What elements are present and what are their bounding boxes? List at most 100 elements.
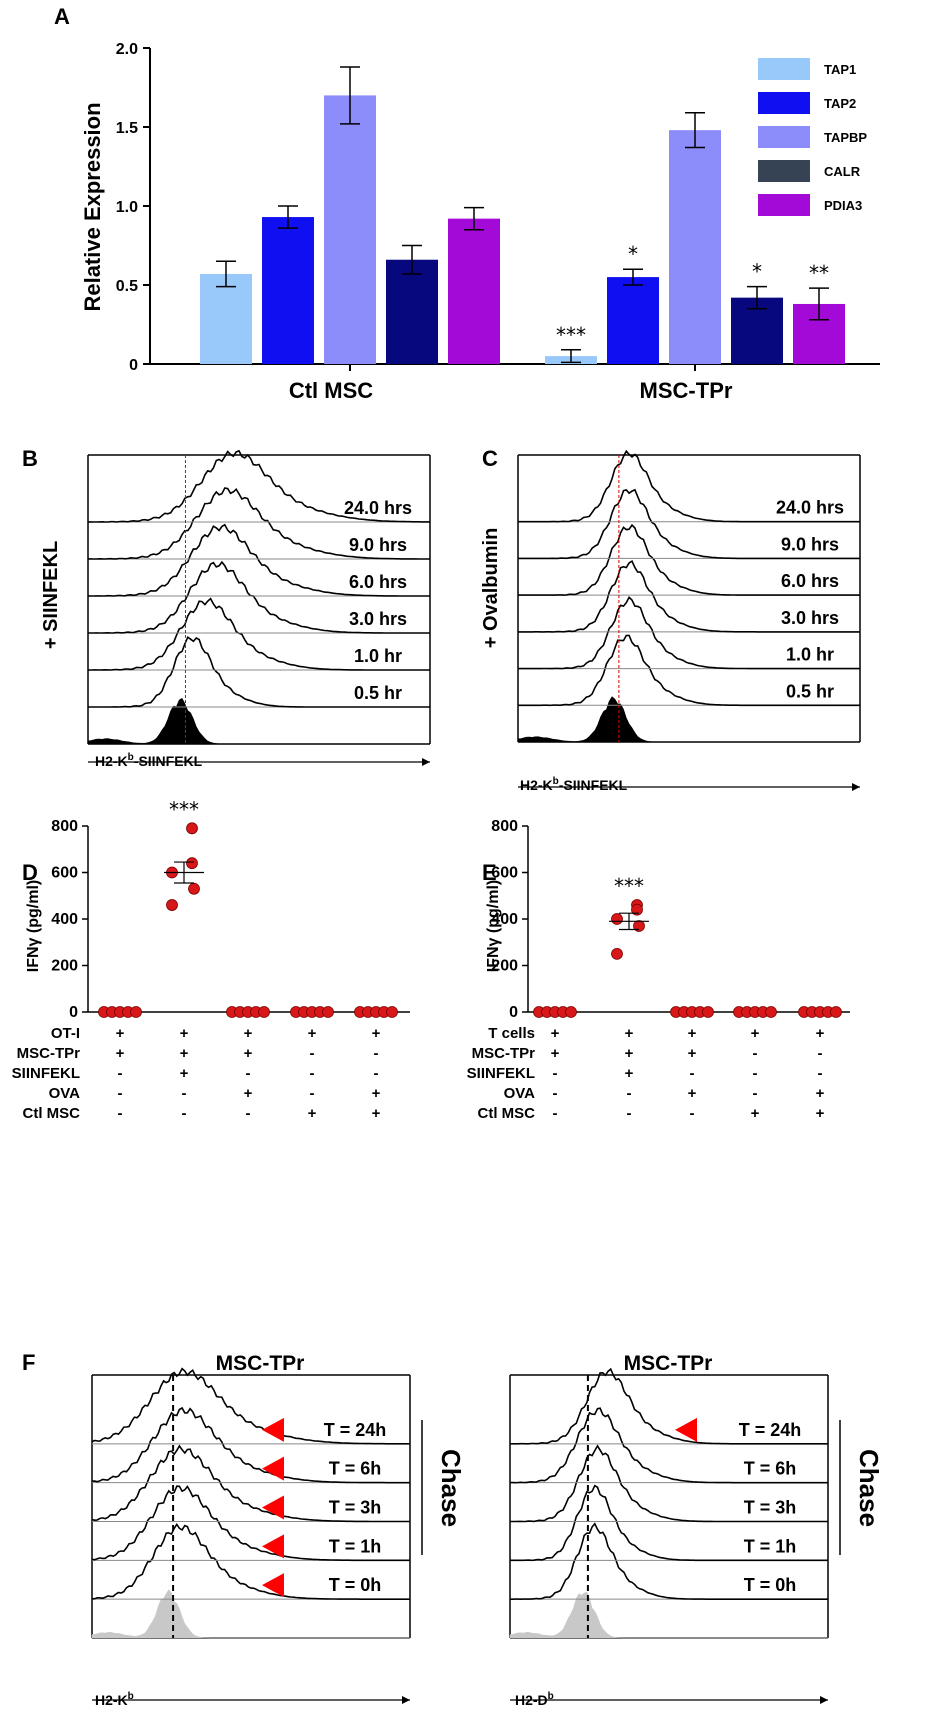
panel-e-data-point bbox=[611, 947, 623, 960]
panel-e-condition-label: MSC-TPr bbox=[472, 1045, 535, 1062]
panel-d-condition-sign: - bbox=[310, 1065, 315, 1082]
panel-e-y-tick-label: 200 bbox=[491, 958, 518, 975]
panel-a-y-tick-label: 1.0 bbox=[116, 199, 138, 216]
panel-d-condition-sign: - bbox=[118, 1085, 123, 1102]
panel-d-y-tick-label: 200 bbox=[51, 958, 78, 975]
panel-e-data-point bbox=[633, 920, 645, 932]
panel-f-left-title: MSC-TPr bbox=[216, 1352, 305, 1375]
panel-f-right-xlabel-sup: b bbox=[548, 1691, 554, 1702]
panel-e-condition-sign: - bbox=[753, 1065, 758, 1082]
panel-d-condition-label: OT-I bbox=[51, 1025, 80, 1042]
panel-d-significance-stars: *** bbox=[169, 797, 199, 821]
panel-e-data-point bbox=[830, 1006, 842, 1018]
panel-f-left-red-arrow bbox=[262, 1456, 284, 1481]
panel-f-left-track-label: T = 0h bbox=[329, 1575, 382, 1595]
panel-a-legend-label: TAP2 bbox=[824, 96, 856, 111]
panel-d-condition-sign: - bbox=[182, 1085, 187, 1102]
panel-e-condition-label: OVA bbox=[504, 1085, 536, 1102]
panel-a-legend-swatch bbox=[758, 194, 810, 216]
panel-e-condition-sign: + bbox=[625, 1065, 634, 1082]
panel-f-right-track-label: T = 1h bbox=[744, 1536, 797, 1556]
panel-e-scatter: IFNγ (pg/ml) 0 200 400 600 800 *** T cells + + + +… bbox=[467, 818, 850, 1122]
panel-f-left-x-axis-arrowhead bbox=[402, 1696, 410, 1704]
panel-e-condition-label: T cells bbox=[488, 1025, 535, 1042]
panel-f-right-title: MSC-TPr bbox=[624, 1352, 713, 1375]
panel-d-condition-sign: + bbox=[244, 1045, 253, 1062]
panel-d-condition-sign: - bbox=[182, 1105, 187, 1122]
panel-d-ylabel: IFNγ (pg/ml) bbox=[25, 880, 42, 972]
panel-b-xlabel-main: H2-K bbox=[95, 753, 128, 769]
panel-e-y-tick-label: 600 bbox=[491, 865, 518, 882]
panel-f-right-track-label: T = 3h bbox=[744, 1498, 797, 1518]
panel-f-right-x-axis-arrowhead bbox=[820, 1696, 828, 1704]
panel-d-data-point bbox=[188, 882, 200, 895]
panel-d-condition-sign: - bbox=[310, 1085, 315, 1102]
panel-d-condition-sign: + bbox=[308, 1105, 317, 1122]
panel-c-track-label: 9.0 hrs bbox=[781, 534, 839, 554]
panel-d-condition-sign: + bbox=[244, 1025, 253, 1042]
panel-f-right-side-label: Chase bbox=[854, 1449, 884, 1527]
panel-d-condition-sign: - bbox=[246, 1065, 251, 1082]
panel-f-right-histograms: MSC-TPr H2-Db Chase T = 0hT = 1hT = 3hT … bbox=[509, 1352, 884, 1708]
panel-f-left-xlabel-sup: b bbox=[128, 1691, 134, 1702]
panel-label-e: E bbox=[482, 860, 497, 885]
panel-d-data-point bbox=[386, 1006, 398, 1018]
panel-e-condition-sign: + bbox=[816, 1025, 825, 1042]
panel-d-scatter: IFNγ (pg/ml) 0 200 400 600 800 *** OT-I + + + + + MS… bbox=[12, 797, 410, 1122]
panel-f-left-red-arrow bbox=[262, 1534, 284, 1559]
panel-b-x-axis-arrowhead bbox=[422, 758, 430, 766]
panel-e-condition-sign: + bbox=[551, 1045, 560, 1062]
panel-e-significance-stars: *** bbox=[614, 874, 644, 898]
panel-b-track-histogram bbox=[88, 635, 430, 708]
panel-b-track-label: 3.0 hrs bbox=[349, 609, 407, 629]
panel-label-f: F bbox=[22, 1350, 35, 1375]
panel-a-category-label: Ctl MSC bbox=[289, 378, 373, 403]
panel-e-condition-sign: + bbox=[551, 1025, 560, 1042]
panel-e-condition-label: Ctl MSC bbox=[478, 1105, 536, 1122]
panel-a-bar-tap2 bbox=[607, 277, 659, 364]
panel-b-track-label: 1.0 hr bbox=[354, 646, 402, 666]
panel-c-xlabel-main: H2-K bbox=[520, 777, 553, 793]
panel-e-condition-sign: - bbox=[690, 1105, 695, 1122]
panel-label-d: D bbox=[22, 860, 38, 885]
panel-e-data-point bbox=[765, 1006, 777, 1018]
panel-a-bar-pdia3 bbox=[448, 218, 500, 364]
panel-a-legend-label: PDIA3 bbox=[824, 198, 862, 213]
panel-f-right-track-histogram bbox=[510, 1484, 828, 1562]
panel-e-condition-sign: + bbox=[751, 1025, 760, 1042]
panel-b-control-histogram bbox=[87, 697, 430, 745]
panel-a-legend-label: TAP1 bbox=[824, 62, 856, 77]
panel-c-histograms: + Ovalbumin H2-Kb-SIINFEKL 0.5 hr 1.0 hr 3… bbox=[480, 449, 861, 793]
panel-a-significance-stars: *** bbox=[556, 323, 586, 347]
panel-e-condition-sign: + bbox=[816, 1085, 825, 1102]
panel-d-condition-sign: + bbox=[180, 1045, 189, 1062]
panel-b-xlabel-suffix: -SIINFEKL bbox=[134, 753, 203, 769]
panel-label-b: B bbox=[22, 446, 38, 471]
panel-d-condition-sign: - bbox=[118, 1105, 123, 1122]
panel-d-condition-sign: + bbox=[372, 1105, 381, 1122]
panel-d-condition-label: OVA bbox=[49, 1085, 81, 1102]
panel-d-condition-sign: - bbox=[374, 1045, 379, 1062]
panel-d-condition-sign: + bbox=[116, 1045, 125, 1062]
panel-a-y-tick-label: 2.0 bbox=[116, 41, 138, 58]
panel-d-condition-sign: + bbox=[372, 1025, 381, 1042]
panel-e-data-point bbox=[565, 1006, 577, 1018]
panel-d-condition-sign: + bbox=[180, 1025, 189, 1042]
panel-e-condition-sign: - bbox=[553, 1085, 558, 1102]
panel-d-condition-sign: + bbox=[180, 1065, 189, 1082]
panel-d-condition-sign: - bbox=[374, 1065, 379, 1082]
panel-d-data-point bbox=[166, 899, 178, 911]
panel-a-legend-swatch bbox=[758, 58, 810, 80]
panel-b-track-histogram bbox=[87, 449, 430, 523]
panel-c-control-histogram bbox=[517, 696, 860, 743]
panel-e-y-tick-label: 800 bbox=[491, 818, 518, 835]
panel-c-x-axis-arrowhead bbox=[852, 783, 860, 791]
panel-e-data-point bbox=[611, 913, 623, 925]
panel-c-xlabel: H2-Kb-SIINFEKL bbox=[520, 776, 628, 793]
panel-b-track-histogram bbox=[88, 487, 430, 560]
panel-b-track-histogram bbox=[88, 597, 430, 671]
panel-f-left-track-label: T = 6h bbox=[329, 1459, 382, 1479]
panel-d-data-point bbox=[130, 1006, 142, 1018]
panel-c-track-label: 3.0 hrs bbox=[781, 608, 839, 628]
panel-e-data-point bbox=[631, 903, 643, 916]
